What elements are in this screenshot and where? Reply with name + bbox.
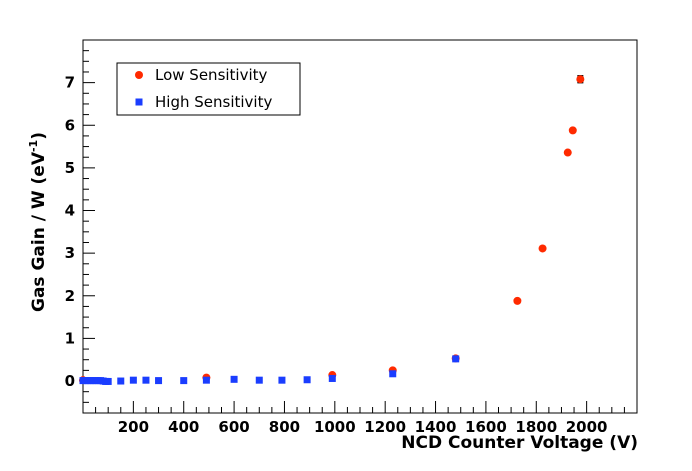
legend-label-low-sensitivity: Low Sensitivity (155, 66, 268, 84)
data-point-high-sensitivity (278, 376, 286, 384)
legend-marker-high-sensitivity (135, 98, 143, 106)
data-point-high-sensitivity (155, 377, 163, 385)
legend-marker-low-sensitivity (135, 71, 143, 79)
x-tick-label: 1200 (364, 418, 406, 436)
y-tick-label: 4 (65, 202, 75, 220)
legend: Low Sensitivity High Sensitivity (116, 62, 301, 116)
y-tick-label: 0 (65, 372, 75, 390)
y-axis-title-main: Gas Gain / W (eV (29, 151, 49, 312)
data-point-high-sensitivity (255, 376, 263, 384)
data-point-high-sensitivity (142, 376, 150, 384)
data-point-high-sensitivity (389, 370, 397, 378)
data-point-high-sensitivity (117, 377, 125, 385)
x-axis-title: NCD Counter Voltage (V) (401, 433, 638, 453)
y-axis-title-close: ) (29, 132, 49, 140)
series-high-sensitivity (79, 355, 460, 385)
x-tick-label: 1800 (515, 418, 557, 436)
data-point-low-sensitivity (513, 296, 522, 305)
y-tick-label: 3 (65, 244, 75, 262)
data-point-high-sensitivity (303, 376, 311, 384)
y-tick-label: 7 (65, 74, 75, 92)
x-tick-label: 200 (118, 418, 149, 436)
data-point-high-sensitivity (328, 374, 336, 382)
x-axis-ticks: 200 400 600 800 1000 1200 1400 1600 1800 2000 (82, 401, 638, 436)
data-point-high-sensitivity (129, 376, 137, 384)
data-point-high-sensitivity (230, 375, 238, 383)
data-series (79, 75, 585, 385)
x-tick-label: 400 (168, 418, 199, 436)
x-tick-label: 2000 (566, 418, 608, 436)
y-axis-title: Gas Gain / W (eV-1) (27, 132, 49, 312)
x-tick-label: 1000 (314, 418, 356, 436)
data-point-low-sensitivity (576, 75, 585, 84)
legend-box (116, 62, 301, 116)
y-tick-label: 2 (65, 287, 75, 305)
x-tick-label: 800 (269, 418, 300, 436)
y-tick-label: 6 (65, 116, 75, 134)
legend-label-high-sensitivity: High Sensitivity (155, 93, 272, 111)
data-point-low-sensitivity (563, 148, 572, 157)
data-point-high-sensitivity (180, 377, 188, 385)
data-point-high-sensitivity (452, 355, 460, 363)
x-tick-label: 1400 (415, 418, 457, 436)
x-tick-label: 600 (218, 418, 249, 436)
data-point-low-sensitivity (568, 126, 577, 135)
data-point-high-sensitivity (202, 376, 210, 384)
y-tick-label: 5 (65, 159, 75, 177)
y-axis-ticks: 0 1 2 3 4 5 6 7 (65, 39, 95, 414)
y-axis-title-superscript: -1 (27, 140, 40, 152)
y-tick-label: 1 (65, 329, 75, 347)
data-point-low-sensitivity (538, 244, 547, 253)
x-tick-label: 1600 (465, 418, 507, 436)
data-point-high-sensitivity (104, 377, 112, 385)
